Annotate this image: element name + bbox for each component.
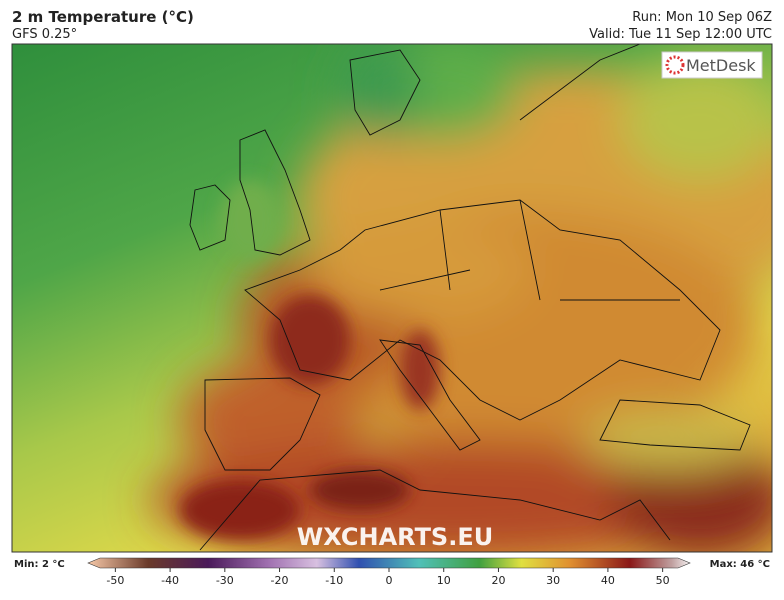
colorbar-tick-label: -50 bbox=[106, 574, 124, 587]
colorbar-tick-label: 50 bbox=[656, 574, 670, 587]
colorbar-tick-label: 30 bbox=[546, 574, 560, 587]
colorbar-tick-label: -20 bbox=[271, 574, 289, 587]
watermark: WXCHARTS.EU bbox=[297, 523, 493, 551]
colorbar-tick-label: 40 bbox=[601, 574, 615, 587]
run-time: Run: Mon 10 Sep 06Z bbox=[632, 10, 772, 25]
valid-time: Valid: Tue 11 Sep 12:00 UTC bbox=[589, 27, 772, 42]
temperature-field bbox=[12, 44, 772, 552]
colorbar-tick-label: -40 bbox=[161, 574, 179, 587]
title: 2 m Temperature (°C) bbox=[12, 8, 194, 26]
colorbar-tick-label: 10 bbox=[437, 574, 451, 587]
logo-text: MetDesk bbox=[686, 56, 756, 75]
logo-box: MetDesk bbox=[661, 51, 763, 79]
colorbar bbox=[87, 557, 691, 569]
coastlines bbox=[189, 44, 751, 551]
colorbar-tick-label: 0 bbox=[386, 574, 393, 587]
colorbar-tick-label: -30 bbox=[216, 574, 234, 587]
colorbar-tick-label: 20 bbox=[491, 574, 505, 587]
max-label: Max: 46 °C bbox=[710, 559, 770, 570]
min-label: Min: 2 °C bbox=[14, 559, 65, 570]
map-frame bbox=[11, 43, 773, 553]
colorbar-tick-label: -10 bbox=[325, 574, 343, 587]
subtitle: GFS 0.25° bbox=[12, 27, 78, 42]
